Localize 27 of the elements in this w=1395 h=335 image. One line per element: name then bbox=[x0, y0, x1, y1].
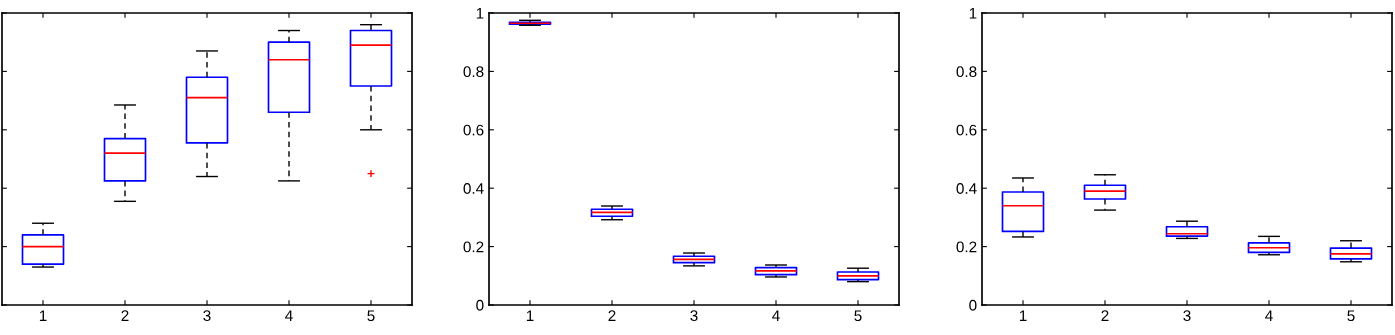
x-tick-label: 5 bbox=[854, 310, 862, 322]
y-tick-label: 0.4 bbox=[463, 183, 484, 194]
x-tick-label: 3 bbox=[690, 310, 698, 322]
x-tick-label: 1 bbox=[39, 310, 47, 321]
y-tick-label: 0 bbox=[476, 299, 484, 311]
x-tick-label: 4 bbox=[285, 310, 293, 321]
x-tick-label: 4 bbox=[772, 310, 780, 321]
y-tick-label: 1 bbox=[969, 8, 977, 19]
y-tick-label: 0.8 bbox=[463, 66, 484, 78]
y-tick-label: 0.8 bbox=[956, 66, 977, 78]
x-tick-label: 1 bbox=[1019, 310, 1027, 321]
x-tick-label: 4 bbox=[1265, 310, 1273, 321]
x-tick-label: 5 bbox=[1347, 310, 1355, 322]
x-tick-label: 2 bbox=[608, 310, 616, 321]
x-tick-label: 1 bbox=[526, 310, 534, 321]
x-tick-label: 3 bbox=[203, 310, 211, 322]
y-tick-label: 0.6 bbox=[463, 124, 484, 136]
y-tick-label: 0.2 bbox=[956, 241, 977, 253]
x-tick-label: 2 bbox=[121, 310, 129, 321]
y-tick-label: 0.2 bbox=[463, 241, 484, 253]
y-tick-label: 1 bbox=[476, 8, 484, 19]
y-tick-label: 0 bbox=[969, 299, 977, 311]
x-tick-label: 5 bbox=[367, 310, 375, 322]
x-tick-label: 2 bbox=[1101, 310, 1109, 321]
y-tick-label: 0.4 bbox=[956, 183, 977, 194]
y-tick-label: 0.6 bbox=[956, 124, 977, 136]
x-tick-label: 3 bbox=[1183, 310, 1191, 322]
